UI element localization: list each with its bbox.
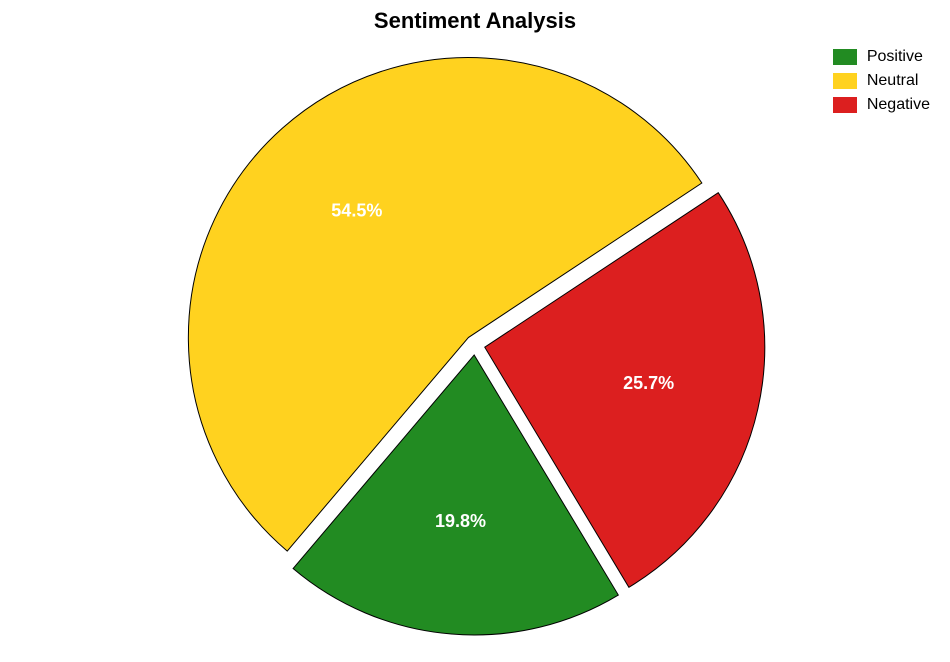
pie-chart: 25.7% 19.8% 54.5% [0,0,950,662]
pie-slice-label-negative: 25.7% [623,373,674,393]
pie-slice-label-positive: 19.8% [435,511,486,531]
pie-slice-label-neutral: 54.5% [331,201,382,221]
